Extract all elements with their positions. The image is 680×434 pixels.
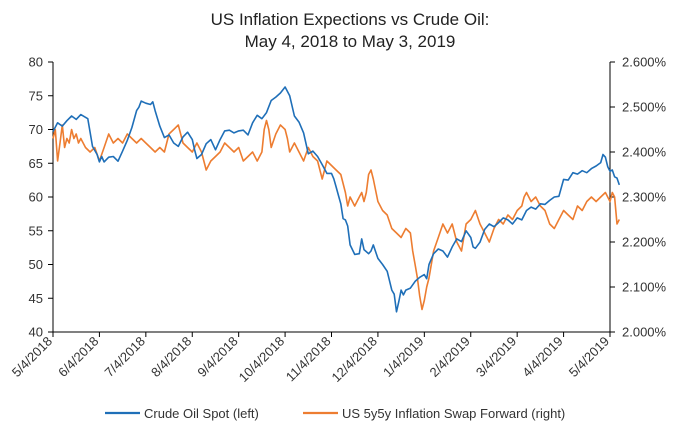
x-tick-label: 1/4/2019 [380,334,426,380]
x-tick-label: 6/4/2018 [55,334,101,380]
left-tick-label: 60 [29,190,43,205]
series-line-inflation-swap [52,119,621,311]
left-tick-label: 50 [29,257,43,272]
left-tick-label: 40 [29,325,43,340]
x-tick-label: 10/4/2018 [236,334,288,386]
left-tick-label: 70 [29,122,43,137]
right-tick-label: 2.300% [622,190,667,205]
x-tick-label: 2/4/2019 [426,334,472,380]
chart-title-line2: May 4, 2018 to May 3, 2019 [245,32,456,51]
legend-label-crude: Crude Oil Spot (left) [144,406,259,421]
right-tick-label: 2.200% [622,235,667,250]
x-tick-label: 9/4/2018 [194,334,240,380]
right-tick-label: 2.400% [622,145,667,160]
left-tick-label: 45 [29,291,43,306]
right-axis: 2.000% 2.100% 2.200% 2.300% 2.400% 2.500% 2.60… [610,55,667,340]
x-tick-label: 7/4/2018 [102,334,148,380]
x-axis: 5/4/2018 6/4/2018 7/4/2018 8/4/2018 9/4/2018… [9,332,612,385]
legend-label-swap: US 5y5y Inflation Swap Forward (right) [342,406,565,421]
left-axis: 40 45 50 55 60 65 70 75 80 [29,55,53,340]
x-tick-label: 5/4/2019 [566,334,612,380]
x-tick-label: 8/4/2018 [148,334,194,380]
left-tick-label: 55 [29,223,43,238]
x-tick-label: 4/4/2019 [519,334,565,380]
right-tick-label: 2.000% [622,325,667,340]
x-tick-label: 12/4/2018 [329,334,381,386]
series-line-crude-oil [52,86,621,313]
series-layer [52,86,621,313]
x-tick-label: 11/4/2018 [283,334,334,385]
left-tick-label: 80 [29,55,43,70]
right-tick-label: 2.500% [622,100,667,115]
legend: Crude Oil Spot (left) US 5y5y Inflation … [105,406,565,421]
left-tick-label: 65 [29,156,43,171]
right-tick-label: 2.100% [622,280,667,295]
x-tick-label: 3/4/2019 [473,334,519,380]
right-tick-label: 2.600% [622,55,667,70]
chart-title-line1: US Inflation Expections vs Crude Oil: [211,10,490,29]
left-tick-label: 75 [29,88,43,103]
plot-area [52,62,611,333]
x-tick-label: 5/4/2018 [9,334,55,380]
